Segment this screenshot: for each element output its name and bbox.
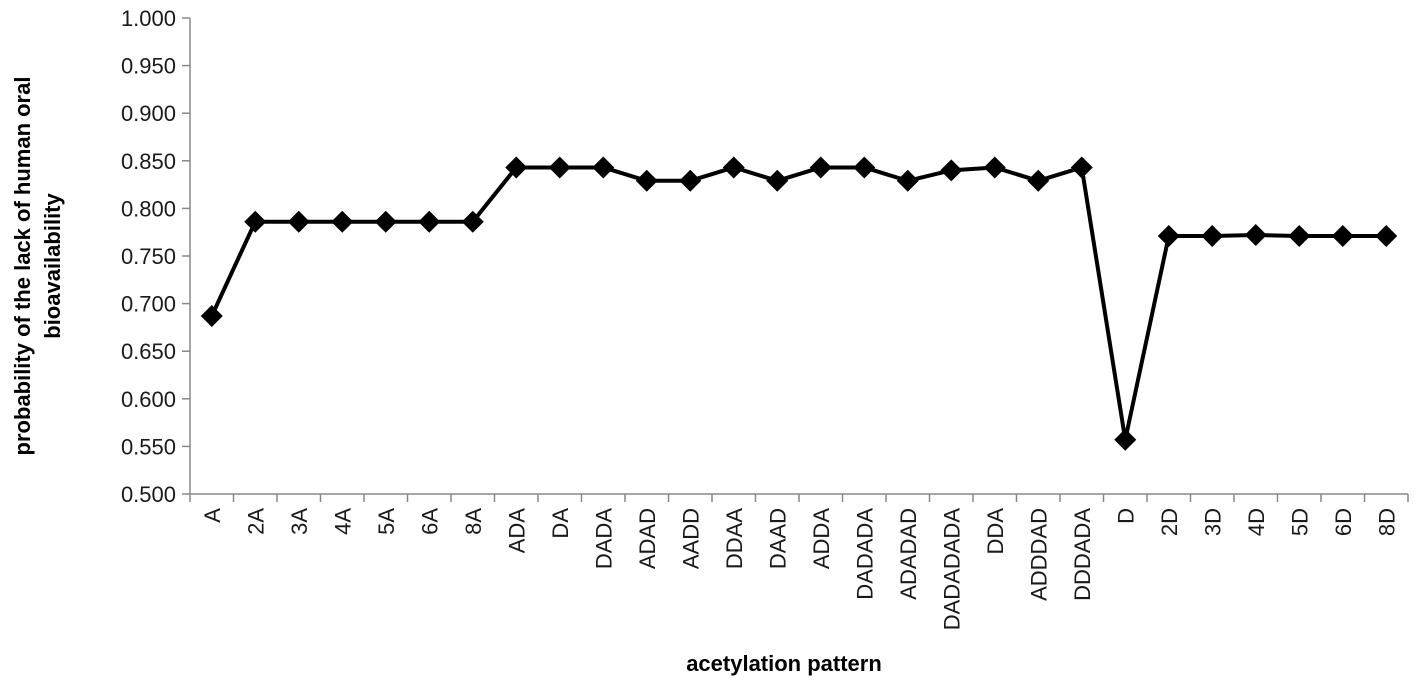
data-point-marker [766, 169, 789, 192]
x-tick-label: 6D [1331, 508, 1356, 536]
x-tick-label: 5A [374, 508, 399, 535]
data-point-marker [896, 169, 919, 192]
data-point-marker [1027, 169, 1050, 192]
x-tick-label: 8A [461, 508, 486, 535]
data-point-marker [635, 169, 658, 192]
x-tick-label: AADD [678, 508, 703, 569]
data-point-marker [1244, 224, 1267, 247]
x-tick-label: DADA [591, 508, 616, 569]
y-tick-label: 0.750 [121, 244, 176, 269]
data-point-marker [940, 159, 963, 182]
x-tick-label: 4D [1244, 508, 1269, 536]
y-axis-title-line-1: probability of the lack of human oral [10, 77, 35, 456]
x-tick-label: ADDA [809, 508, 834, 569]
data-point-marker [1114, 428, 1137, 451]
data-point-marker [461, 210, 484, 233]
x-tick-label: DA [548, 508, 573, 539]
data-point-marker [505, 156, 528, 179]
y-tick-label: 0.550 [121, 434, 176, 459]
x-tick-label: A [200, 508, 225, 523]
x-axis: A 2A 3A 4A 5A 6A 8A ADA DA DADA ADAD AADD DDAA DAAD AD… [189, 493, 1409, 631]
data-point-marker [1331, 225, 1354, 248]
x-tick-label: 5D [1287, 508, 1312, 536]
data-point-marker [1201, 225, 1224, 248]
x-tick-label: ADDDAD [1026, 508, 1051, 601]
y-tick-label: 0.650 [121, 339, 176, 364]
x-tick-label: ADAD [635, 508, 660, 569]
data-point-marker [1157, 225, 1180, 248]
y-tick-label: 0.500 [121, 482, 176, 507]
data-point-marker [287, 210, 310, 233]
y-tick-label: 1.000 [121, 6, 176, 31]
data-point-marker [592, 156, 615, 179]
data-point-marker [722, 156, 745, 179]
data-point-marker [1288, 225, 1311, 248]
data-point-marker [374, 210, 397, 233]
x-tick-label: D [1113, 508, 1138, 524]
x-tick-label: DADADADA [939, 508, 964, 631]
x-tick-label: DDA [983, 508, 1008, 555]
data-point-marker [1070, 156, 1093, 179]
x-tick-label: 8D [1374, 508, 1399, 536]
y-tick-label: 0.950 [121, 54, 176, 79]
x-tick-label: DADADA [852, 508, 877, 600]
x-tick-label: 6A [417, 508, 442, 535]
y-tick-label: 0.600 [121, 387, 176, 412]
y-axis: 0.500 0.550 0.600 0.650 0.700 0.750 0.800 0.850… [121, 6, 191, 507]
x-tick-label: 3A [287, 508, 312, 535]
data-point-marker [548, 156, 571, 179]
x-tick-label: 2A [243, 508, 268, 535]
data-point-marker [331, 210, 354, 233]
y-tick-label: 0.900 [121, 101, 176, 126]
data-point-marker [1375, 225, 1398, 248]
x-tick-label: DAAD [765, 508, 790, 569]
y-axis-title-line-2: bioavailability [40, 192, 65, 338]
y-tick-label: 0.850 [121, 149, 176, 174]
x-tick-label: DDAA [722, 508, 747, 569]
data-point-marker [200, 304, 223, 327]
data-point-marker [679, 169, 702, 192]
data-point-marker [983, 156, 1006, 179]
series-line [209, 165, 1387, 442]
data-point-marker [418, 210, 441, 233]
x-axis-title: acetylation pattern [686, 651, 882, 676]
x-tick-label: 2D [1157, 508, 1182, 536]
data-point-marker [809, 156, 832, 179]
x-tick-label: DDDADA [1070, 508, 1095, 601]
x-tick-label: ADADAD [896, 508, 921, 600]
data-point-marker [244, 210, 267, 233]
y-tick-label: 0.700 [121, 292, 176, 317]
x-tick-label: 3D [1200, 508, 1225, 536]
series [200, 156, 1398, 451]
data-point-marker [853, 156, 876, 179]
x-tick-label: ADA [504, 508, 529, 554]
y-tick-label: 0.800 [121, 196, 176, 221]
x-tick-label: 4A [330, 508, 355, 535]
